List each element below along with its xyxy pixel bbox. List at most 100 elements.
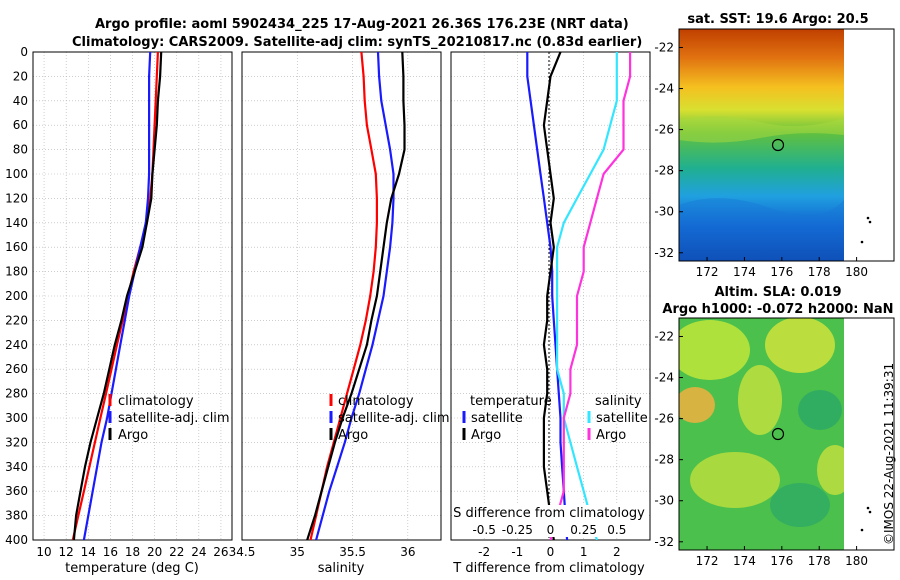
depth-tick-label: 240 [5,338,28,352]
imos-credit: ©IMOS 22-Aug-2021 11:39:31 [882,363,896,545]
sla-map-subtitle: Argo h1000: -0.072 h2000: NaN [662,302,893,317]
sla-blob [817,445,844,495]
sla-field [679,318,844,550]
depth-tick-label: 120 [5,191,28,205]
island-dot [866,506,870,510]
temperature-legend: climatology satellite-adj. clim Argo [108,394,230,443]
depth-tick-label: 280 [5,387,28,401]
legend-climatology-label: climatology [118,394,194,409]
map-y-tick-label: -24 [654,82,674,96]
map-x-tick-label: 176 [770,265,793,279]
sla-blob [679,320,750,380]
difference-lines [526,52,632,540]
temperature-line-satellite-adj-clim [82,52,152,540]
map-x-tick-label: 178 [808,265,831,279]
sla-map-frame [678,317,895,551]
salinity-tick-label: 35.5 [339,545,366,559]
island-dot [866,216,870,220]
temperature-tick-label: 14 [81,545,96,559]
salinity-line-argo [306,52,406,540]
temperature-line-argo [72,52,163,540]
island-dot [860,528,864,532]
island-dot [868,510,872,514]
difference-line-s-argo [549,52,632,540]
depth-tick-label: 180 [5,265,28,279]
sla-blob [770,483,830,527]
island-dot [860,240,864,244]
t-difference-xlabel: T difference from climatology [452,561,645,576]
sst-argo-marker [771,138,785,152]
map-y-tick-label: -26 [654,123,674,137]
map-y-tick-label: -30 [654,494,674,508]
legend-satellite-label: satellite-adj. clim [118,411,230,426]
map-y-tick-label: -24 [654,371,674,385]
difference-line-t-argo [542,52,562,540]
legend-s-satellite-label: satellite [596,411,648,426]
legend-argo-label: Argo [118,428,148,443]
depth-tick-label: 20 [13,69,28,83]
map-y-tick-label: -30 [654,205,674,219]
depth-tick-label: 60 [13,118,28,132]
map-x-tick-label: 172 [696,554,719,568]
s-difference-tick-label: -0.5 [472,523,495,537]
legend-satellite-label: satellite-adj. clim [338,411,450,426]
sst-field [679,29,844,261]
sla-map-panel: Altim. SLA: 0.019 Argo h1000: -0.072 h20… [654,285,895,568]
salinity-difference-tick-labels: -0.5 -0.25 0 0.25 0.5 [472,523,626,537]
legend-argo-label: Argo [338,428,368,443]
map-y-tick-label: -22 [654,329,674,343]
map-y-tick-label: -28 [654,453,674,467]
salinity-line-satellite-adj-clim [315,52,395,540]
map-y-tick-label: -26 [654,412,674,426]
temperature-tick-label: 26 [213,545,228,559]
difference-grid [451,51,650,541]
sla-blob [798,390,842,430]
sst-map-tick-labels: 172 174 176 178 180 -22 -24 -26 -28 -30 -32 [654,40,868,279]
map-x-tick-label: 174 [733,265,756,279]
depth-tick-label: 160 [5,240,28,254]
temperature-lines [71,52,163,540]
depth-tick-label: 0 [20,45,28,59]
depth-tick-label: 200 [5,289,28,303]
difference-line-s-satellite [555,52,618,540]
depth-tick-label: 400 [5,533,28,547]
sst-front-band [679,116,844,143]
depth-tick-labels: 0 20 40 60 80 100 120 140 160 180 200 220 240 260 280 3… [5,45,28,547]
sla-blob [679,387,715,423]
temperature-tick-labels: 10 12 14 16 18 20 22 24 26 [36,545,228,559]
legend-t-satellite-label: satellite [471,411,523,426]
temperature-tick-label: 22 [169,545,184,559]
s-difference-tick-label: 0.5 [607,523,626,537]
salinity-lines [306,52,406,540]
salinity-grid [241,51,441,541]
island-dot [868,220,872,224]
sla-map-title: Altim. SLA: 0.019 [715,285,842,300]
t-difference-tick-label: 1 [580,545,588,559]
salinity-panel: 34.5 35 35.5 36 salinity climatology satell… [229,51,450,576]
sst-map-panel: sat. SST: 19.6 Argo: 20.5 172 174 176 178 18… [654,12,895,279]
sla-blob [690,452,780,508]
sla-blob [738,365,782,435]
sst-map-title: sat. SST: 19.6 Argo: 20.5 [687,12,868,27]
t-difference-tick-label: -2 [478,545,490,559]
depth-tick-label: 80 [13,143,28,157]
t-difference-tick-label: -1 [511,545,523,559]
temperature-tick-label: 18 [125,545,140,559]
legend-temperature-title: temperature [470,394,552,409]
map-y-tick-label: -32 [654,246,674,260]
map-x-tick-label: 180 [845,265,868,279]
temperature-tick-label: 16 [103,545,118,559]
sst-gradient [679,29,844,261]
depth-tick-label: 340 [5,460,28,474]
depth-tick-label: 140 [5,216,28,230]
map-x-tick-label: 172 [696,265,719,279]
s-difference-tick-label: 0.25 [570,523,597,537]
depth-tick-label: 40 [13,94,28,108]
depth-tick-label: 300 [5,411,28,425]
salinity-axes-frame [241,51,442,541]
map-x-tick-label: 180 [845,554,868,568]
depth-tick-label: 380 [5,509,28,523]
figure-title-line2: Climatology: CARS2009. Satellite-adj cli… [72,35,642,50]
difference-legend: temperature satellite Argo salinity sate… [462,394,648,443]
